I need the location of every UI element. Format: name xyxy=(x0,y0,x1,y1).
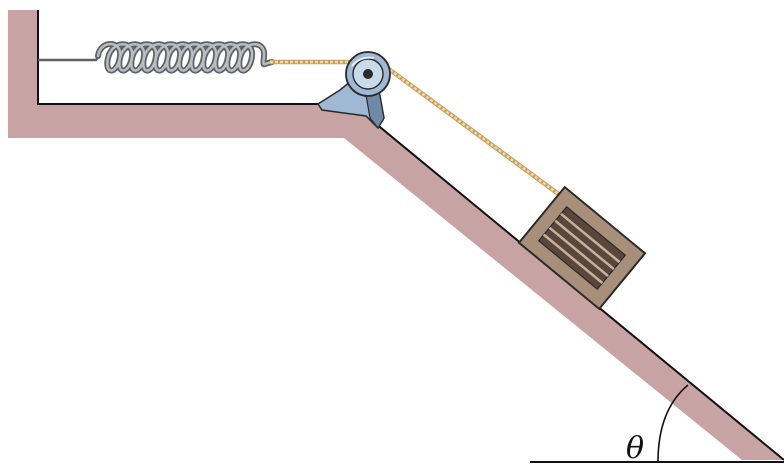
pulley xyxy=(345,51,391,97)
spring-highlight xyxy=(96,42,274,72)
angle-label: θ xyxy=(626,431,644,466)
incline-body xyxy=(8,10,784,460)
block xyxy=(517,185,647,311)
angle-arc xyxy=(657,384,689,463)
spring-arm xyxy=(38,54,101,62)
rope-slanted-texture xyxy=(381,62,573,206)
